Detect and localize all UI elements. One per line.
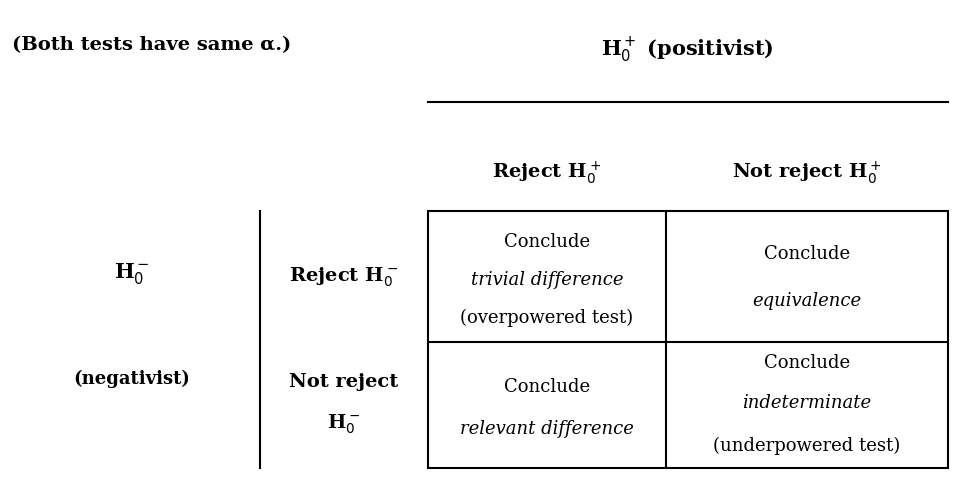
Text: Reject H$_0^-$: Reject H$_0^-$: [290, 265, 398, 288]
Text: (negativist): (negativist): [73, 369, 190, 387]
Text: Conclude: Conclude: [764, 244, 850, 262]
Text: H$_0^-$: H$_0^-$: [327, 412, 361, 435]
Bar: [427, 212, 948, 468]
Text: trivial difference: trivial difference: [470, 270, 623, 288]
Text: H$_0^+$ (positivist): H$_0^+$ (positivist): [601, 36, 774, 65]
Text: equivalence: equivalence: [753, 291, 861, 310]
Text: indeterminate: indeterminate: [742, 394, 872, 411]
Text: Conclude: Conclude: [504, 232, 589, 250]
Text: Conclude: Conclude: [764, 353, 850, 371]
Text: Not reject H$_0^+$: Not reject H$_0^+$: [732, 159, 881, 186]
Text: (Both tests have same α.): (Both tests have same α.): [12, 36, 292, 54]
Text: Reject H$_0^+$: Reject H$_0^+$: [492, 159, 601, 186]
Text: Conclude: Conclude: [504, 377, 589, 395]
Text: (underpowered test): (underpowered test): [713, 436, 900, 454]
Text: Not reject: Not reject: [289, 372, 398, 390]
Text: relevant difference: relevant difference: [460, 420, 634, 438]
Text: H$_0^-$: H$_0^-$: [114, 261, 150, 286]
Text: (overpowered test): (overpowered test): [460, 308, 634, 326]
